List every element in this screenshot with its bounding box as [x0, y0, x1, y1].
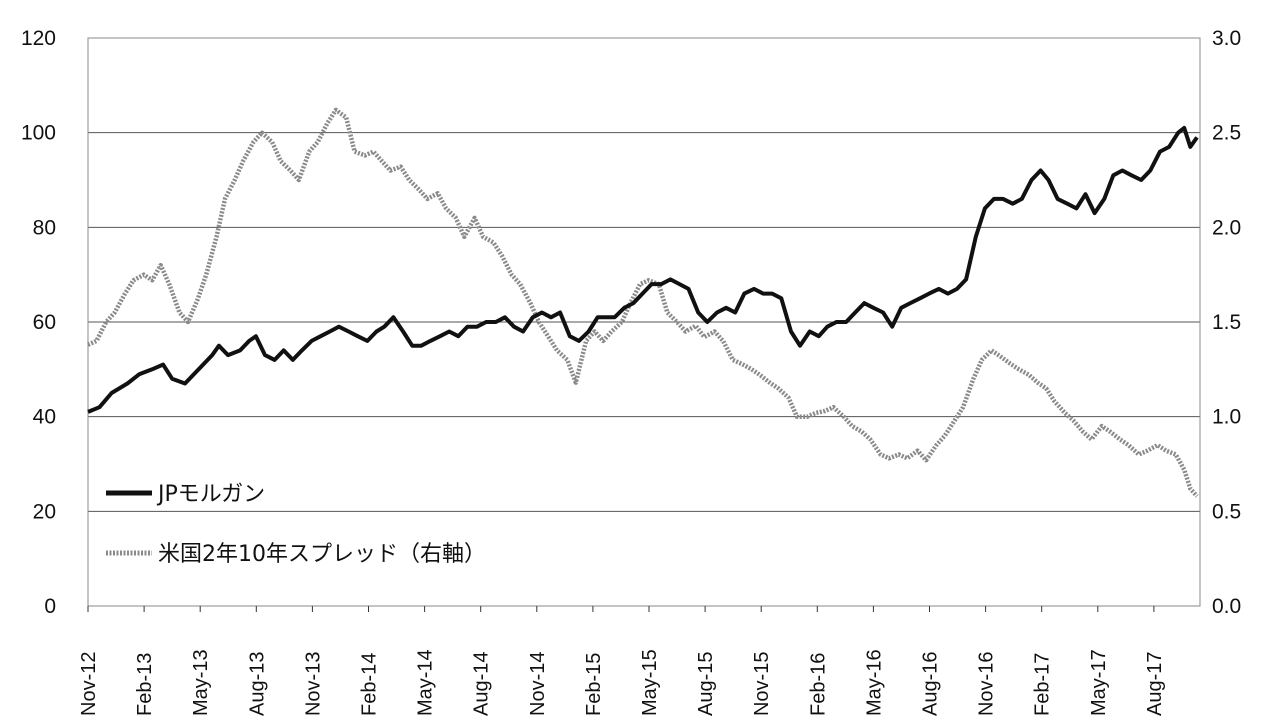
y-left-tick-label: 80 — [33, 216, 56, 239]
x-tick-label: Feb-13 — [134, 653, 156, 716]
x-tick-label: Feb-16 — [807, 653, 829, 716]
right-axis-labels: 0.0 0.5 1.0 1.5 2.0 2.5 3.0 — [1212, 27, 1241, 618]
x-tick-label: Feb-14 — [359, 653, 381, 716]
x-tick-label: Aug-13 — [246, 652, 268, 717]
x-tick-label: Nov-16 — [976, 652, 998, 716]
y-right-tick-label: 0.0 — [1212, 595, 1241, 618]
left-axis-labels: 0 20 40 60 80 100 120 — [21, 27, 56, 618]
x-tick-label: Nov-15 — [751, 652, 773, 716]
x-tick-label: May-17 — [1088, 649, 1110, 716]
y-left-tick-label: 120 — [21, 27, 56, 50]
x-tick-label: Feb-15 — [583, 653, 605, 716]
y-right-tick-label: 1.0 — [1212, 406, 1241, 429]
legend-label-spread: 米国2年10年スプレッド（右軸） — [158, 542, 486, 567]
x-tick-label: Aug-15 — [695, 652, 717, 717]
y-left-tick-label: 60 — [33, 311, 56, 334]
x-axis-labels: Nov-12 Feb-13 May-13 Aug-13 Nov-13 Feb-14 May-… — [78, 606, 1166, 716]
legend-label-jpmorgan: JPモルガン — [156, 482, 265, 507]
x-tick-label: May-13 — [190, 649, 212, 716]
y-right-tick-label: 2.5 — [1212, 122, 1241, 145]
x-tick-label: Nov-14 — [527, 652, 549, 716]
plot-area — [87, 37, 1201, 607]
x-tick-label: May-15 — [639, 649, 661, 716]
series-lines — [87, 107, 1199, 498]
y-right-tick-label: 2.0 — [1212, 216, 1241, 239]
x-tick-label: Aug-17 — [1144, 652, 1166, 717]
grid-lines — [88, 37, 1200, 607]
x-tick-label: Aug-16 — [920, 652, 942, 717]
x-tick-label: May-14 — [415, 649, 437, 716]
x-tick-label: Nov-12 — [78, 652, 100, 716]
x-tick-label: Nov-13 — [302, 652, 324, 716]
y-left-tick-label: 40 — [33, 406, 56, 429]
series-line-spread — [87, 107, 1199, 498]
y-right-tick-label: 0.5 — [1212, 500, 1241, 523]
legend: JPモルガン 米国2年10年スプレッド（右軸） — [106, 482, 486, 567]
x-tick-label: Feb-17 — [1032, 653, 1054, 716]
y-left-tick-label: 100 — [21, 122, 56, 145]
y-right-tick-label: 3.0 — [1212, 27, 1241, 50]
x-tick-label: Aug-14 — [471, 652, 493, 717]
x-tick-label: May-16 — [863, 649, 885, 716]
y-left-tick-label: 20 — [33, 500, 56, 523]
series-line-jpmorgan — [87, 125, 1199, 414]
y-left-tick-label: 0 — [44, 595, 56, 618]
y-right-tick-label: 1.5 — [1212, 311, 1241, 334]
